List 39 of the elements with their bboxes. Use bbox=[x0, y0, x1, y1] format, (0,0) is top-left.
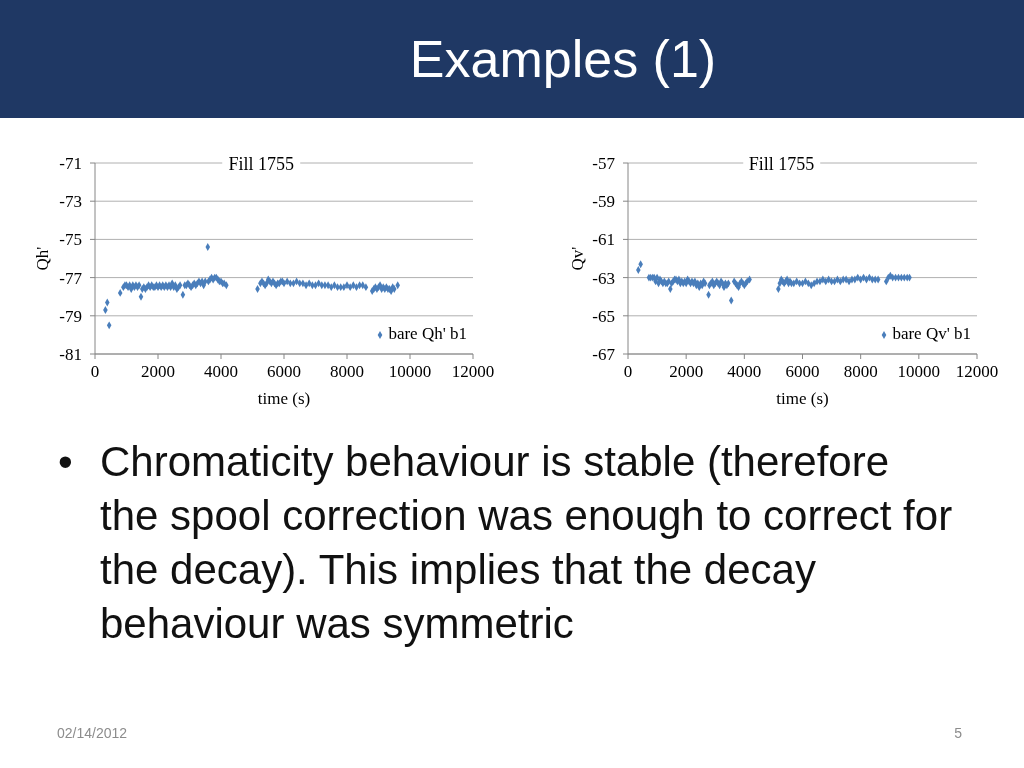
x-tick-label: 4000 bbox=[727, 362, 762, 382]
x-tick-label: 4000 bbox=[204, 362, 238, 382]
x-tick-label: 8000 bbox=[330, 362, 364, 382]
x-tick-label: 8000 bbox=[843, 362, 878, 382]
legend-label: bare Qv' b1 bbox=[892, 324, 971, 343]
x-tick-label: 6000 bbox=[785, 362, 820, 382]
text: 02/14/2012 bbox=[57, 725, 128, 741]
chart-title: Fill 1755 bbox=[228, 154, 295, 174]
y-tick-label: -67 bbox=[592, 345, 616, 365]
x-tick-label: 0 bbox=[90, 362, 100, 382]
y-tick-label: -61 bbox=[592, 230, 615, 250]
x-tick-label: 12000 bbox=[955, 362, 999, 382]
x-tick-label: 2000 bbox=[669, 362, 704, 382]
y-tick-label: -73 bbox=[59, 192, 82, 212]
x-tick-label: 10000 bbox=[388, 362, 432, 382]
x-tick-label: 2000 bbox=[141, 362, 175, 382]
legend-label: bare Qh' b1 bbox=[388, 324, 467, 343]
text: • bbox=[58, 438, 73, 485]
text: Chromaticity behaviour is stable (therefore the spool correction was enough to correct for the decay). This implies that the decay behaviour was symmetric bbox=[100, 438, 953, 647]
x-axis-title: time (s) bbox=[776, 389, 829, 408]
y-tick-label: -77 bbox=[59, 268, 83, 288]
y-tick-label: -71 bbox=[59, 154, 82, 174]
y-tick-label: -75 bbox=[59, 230, 82, 250]
y-axis-title: Qv' bbox=[567, 246, 587, 271]
chart-title: Fill 1755 bbox=[748, 154, 815, 174]
y-tick-label: -63 bbox=[592, 268, 615, 288]
y-tick-label: -79 bbox=[59, 306, 82, 326]
y-tick-label: -57 bbox=[592, 154, 616, 174]
y-tick-label: -59 bbox=[592, 192, 615, 212]
x-tick-label: 6000 bbox=[267, 362, 301, 382]
x-tick-label: 10000 bbox=[897, 362, 941, 382]
y-tick-label: -65 bbox=[592, 306, 615, 326]
text: 5 bbox=[954, 725, 962, 741]
text: Examples (1) bbox=[409, 29, 717, 89]
y-axis-title: Qh' bbox=[32, 246, 52, 271]
x-tick-label: 12000 bbox=[451, 362, 495, 382]
y-tick-label: -81 bbox=[59, 345, 82, 365]
x-tick-label: 0 bbox=[623, 362, 633, 382]
x-axis-title: time (s) bbox=[257, 389, 311, 408]
